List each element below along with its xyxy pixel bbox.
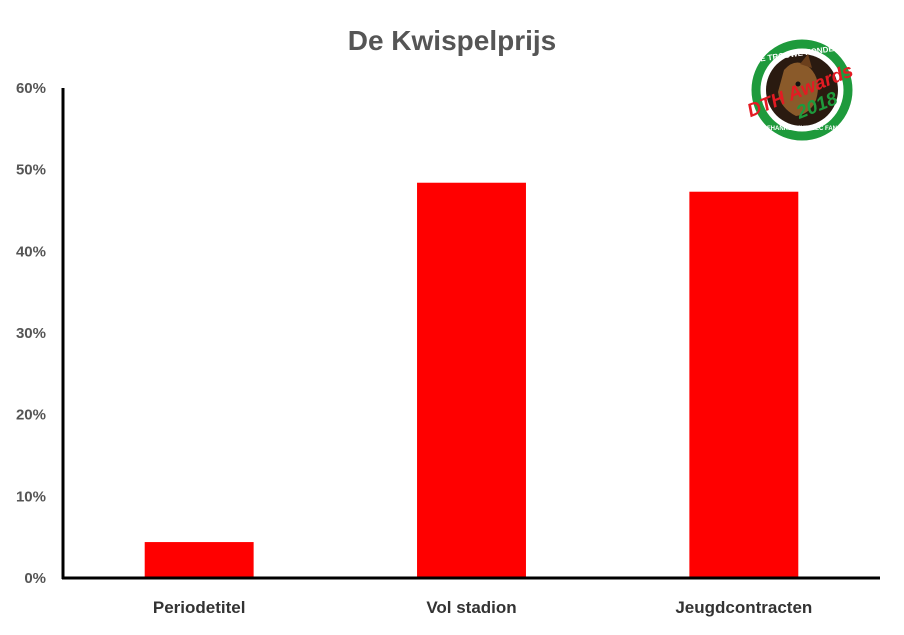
x-category-label: Vol stadion	[426, 598, 516, 617]
bar-jeugdcontracten	[689, 191, 799, 578]
dth-awards-logo: DE TROUWE HONDEN DTH Awards 2018 ONAFHAN…	[744, 39, 856, 141]
y-tick-label: 30%	[16, 325, 46, 342]
y-tick-label: 60%	[16, 80, 46, 97]
y-tick-label: 50%	[16, 162, 46, 179]
y-tick-label: 20%	[16, 407, 46, 424]
bar-periodetitel	[144, 542, 254, 578]
y-axis-ticks: 0% 10% 20% 30% 40% 50% 60%	[16, 80, 46, 587]
x-category-label: Jeugdcontracten	[675, 598, 812, 617]
x-axis-labels: Periodetitel Vol stadion Jeugdcontracten	[153, 598, 812, 617]
chart-title: De Kwispelprijs	[348, 25, 557, 56]
x-category-label: Periodetitel	[153, 598, 246, 617]
y-tick-label: 40%	[16, 243, 46, 260]
y-tick-label: 10%	[16, 488, 46, 505]
logo-bottom-text: ONAFHANKELIJKE NEC FANSITE	[754, 126, 851, 132]
bars	[144, 182, 799, 578]
bar-vol-stadion	[417, 182, 526, 578]
y-tick-label: 0%	[24, 570, 46, 587]
